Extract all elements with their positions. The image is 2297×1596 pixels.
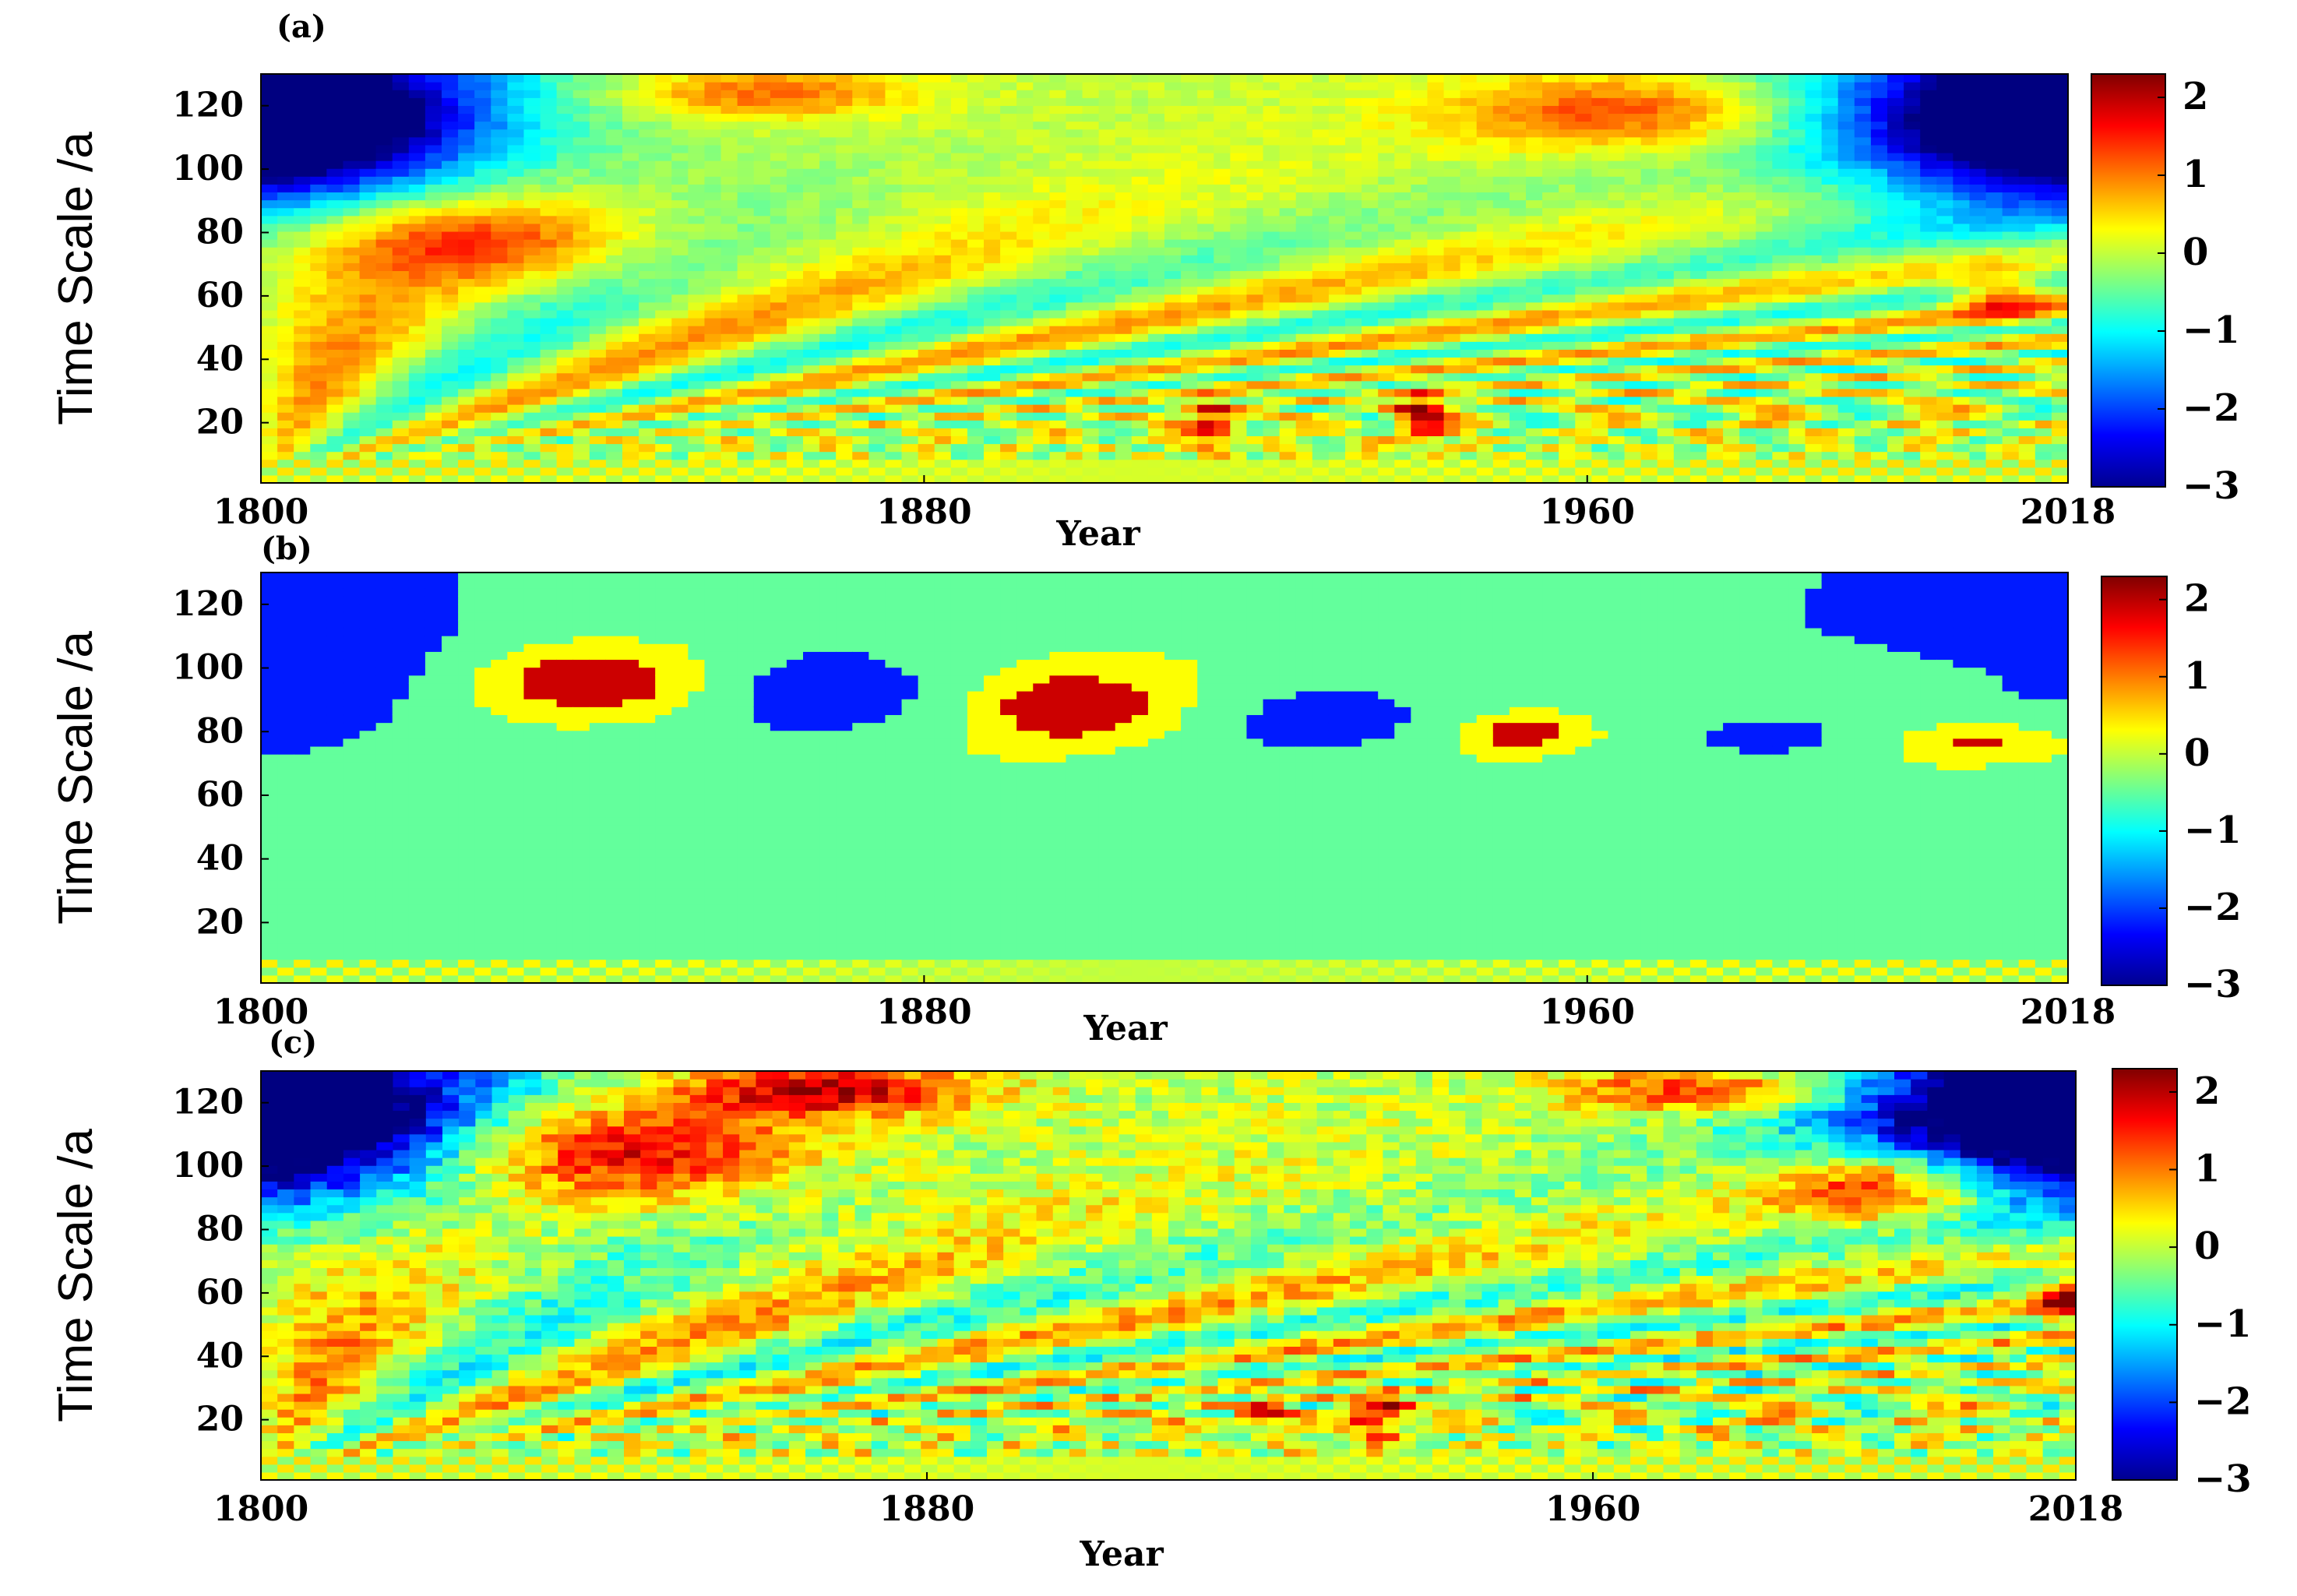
- heatmap-field: [261, 573, 2069, 984]
- x-tick-label: 2018: [2020, 992, 2116, 1032]
- x-tick-label: 1960: [1540, 492, 1635, 532]
- x-tick-label: 1960: [1545, 1489, 1640, 1529]
- x-tick-label: 1800: [213, 992, 308, 1032]
- y-tick-label: 80: [196, 711, 244, 751]
- colorbar-tick-label: 1: [2194, 1147, 2220, 1191]
- x-tick-label: 1800: [213, 1489, 308, 1529]
- plot-frame: [260, 73, 2069, 484]
- panel-label: (c): [269, 1024, 317, 1061]
- y-tick-label: 20: [196, 1400, 244, 1439]
- y-axis-label: Time Scale /a: [49, 132, 103, 425]
- y-tick-label: 60: [196, 276, 244, 315]
- y-tick-label: 120: [172, 584, 244, 624]
- x-axis-label: Year: [1079, 1534, 1164, 1574]
- colorbar-tick-label: −2: [2183, 386, 2240, 430]
- y-tick-label: 100: [172, 648, 244, 688]
- y-tick-label: 120: [172, 86, 244, 125]
- x-axis-label: Year: [1083, 1009, 1168, 1048]
- x-axis-label: Year: [1055, 514, 1140, 554]
- x-tick-label: 2018: [2028, 1489, 2123, 1529]
- colorbar-tick-label: −3: [2183, 464, 2240, 508]
- colorbar: [2091, 73, 2166, 488]
- colorbar-tick-label: 2: [2184, 577, 2210, 621]
- y-tick-label: 40: [196, 1336, 244, 1376]
- panel-label: (a): [277, 9, 326, 45]
- plot-frame: [260, 572, 2069, 984]
- x-tick-label: 1960: [1540, 992, 1635, 1032]
- y-tick-label: 20: [196, 403, 244, 442]
- y-tick-label: 60: [196, 1273, 244, 1312]
- colorbar-tick-label: −2: [2194, 1379, 2252, 1423]
- y-tick-label: 120: [172, 1083, 244, 1122]
- colorbar-tick-label: 2: [2183, 75, 2208, 118]
- y-tick-label: 80: [196, 1209, 244, 1249]
- x-tick-label: 1880: [879, 1489, 974, 1529]
- y-tick-label: 40: [196, 839, 244, 879]
- colorbar-tick-label: −1: [2183, 308, 2240, 352]
- x-tick-label: 1800: [213, 492, 308, 532]
- y-tick-label: 80: [196, 212, 244, 252]
- colorbar-tick-label: −2: [2184, 886, 2242, 929]
- y-tick-label: 100: [172, 1146, 244, 1186]
- colorbar-tick-label: 2: [2194, 1069, 2220, 1113]
- heatmap-field: [261, 1071, 2077, 1481]
- colorbar-tick-label: −3: [2194, 1457, 2252, 1501]
- x-tick-label: 1880: [876, 492, 971, 532]
- colorbar-tick-label: −3: [2184, 963, 2242, 1006]
- colorbar-tick-label: −1: [2194, 1302, 2252, 1346]
- colorbar-tick-label: 0: [2194, 1224, 2220, 1268]
- panel-label: (b): [261, 530, 312, 567]
- colorbar-tick-label: 0: [2183, 231, 2208, 274]
- y-tick-label: 40: [196, 339, 244, 379]
- colorbar-tick-label: 1: [2184, 654, 2210, 698]
- heatmap-field: [261, 74, 2069, 484]
- y-tick-label: 60: [196, 775, 244, 815]
- colorbar-tick-label: 1: [2183, 153, 2208, 196]
- plot-frame: [260, 1070, 2077, 1481]
- colorbar-tick-label: 0: [2184, 731, 2210, 775]
- colorbar-tick-label: −1: [2184, 809, 2242, 852]
- y-axis-label: Time Scale /a: [49, 1129, 103, 1422]
- x-tick-label: 2018: [2020, 492, 2116, 532]
- colorbar: [2101, 576, 2168, 986]
- y-tick-label: 20: [196, 902, 244, 942]
- y-tick-label: 100: [172, 149, 244, 188]
- colorbar: [2112, 1068, 2178, 1481]
- x-tick-label: 1880: [876, 992, 971, 1032]
- y-axis-label: Time Scale /a: [49, 631, 103, 925]
